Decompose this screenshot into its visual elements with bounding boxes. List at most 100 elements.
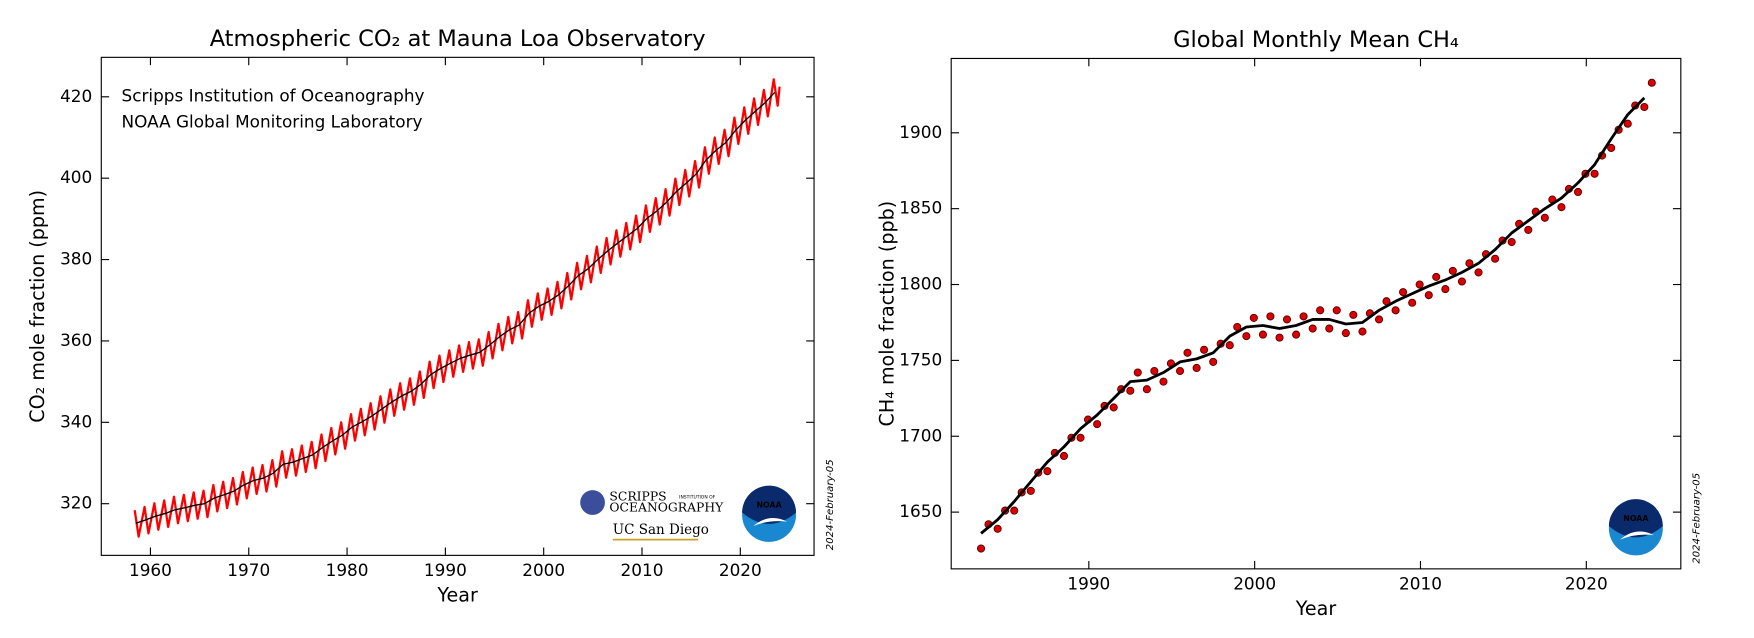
data-point <box>1299 312 1308 321</box>
data-point <box>1358 327 1367 336</box>
y-tick-label: 1900 <box>899 122 942 142</box>
data-point <box>1026 486 1035 495</box>
data-line <box>133 78 781 538</box>
data-point <box>1457 277 1466 286</box>
data-point <box>1043 467 1052 476</box>
data-point <box>1010 506 1019 515</box>
y-tick-label: 1800 <box>899 274 942 294</box>
data-point <box>1441 285 1450 294</box>
y-axis-label: CH₄ mole fraction (ppb) <box>876 201 899 427</box>
scripps-logo-text: SCRIPPS <box>609 489 666 503</box>
x-tick-label: 1990 <box>424 560 467 580</box>
data-point <box>1647 78 1656 87</box>
data-point <box>1474 268 1483 277</box>
data-point <box>1308 324 1317 333</box>
y-tick-label: 400 <box>60 167 92 187</box>
date-stamp: 2024-February-05 <box>1692 473 1703 564</box>
data-point <box>1540 213 1549 222</box>
data-point <box>1266 312 1275 321</box>
ucsd-logo-text: UC San Diego <box>613 522 709 538</box>
x-tick-label: 2020 <box>1565 574 1608 594</box>
data-point <box>1349 310 1358 319</box>
data-point <box>1491 254 1500 263</box>
x-tick-label: 2020 <box>719 560 762 580</box>
data-point <box>977 544 986 553</box>
x-axis-label: Year <box>436 583 478 606</box>
y-tick-label: 360 <box>60 330 92 350</box>
data-point <box>1415 280 1424 289</box>
data-point <box>993 524 1002 533</box>
data-point <box>1109 403 1118 412</box>
data-point <box>1076 433 1085 442</box>
data-point <box>1432 272 1441 281</box>
data-point <box>1249 313 1258 322</box>
data-point <box>1640 102 1649 112</box>
y-tick-label: 420 <box>60 86 92 106</box>
plot-area <box>977 78 1656 553</box>
noaa-logo <box>1608 499 1663 538</box>
data-point <box>1126 386 1135 395</box>
data-point <box>1557 203 1566 212</box>
data-point <box>1175 366 1185 376</box>
x-tick-label: 1970 <box>227 560 270 580</box>
data-point <box>1448 266 1457 275</box>
y-tick-label: 340 <box>60 411 92 431</box>
data-point <box>1424 291 1433 300</box>
data-point <box>1573 187 1583 197</box>
data-point <box>1524 225 1533 234</box>
data-point <box>1332 306 1341 315</box>
data-point <box>1209 357 1218 366</box>
y-tick-label: 380 <box>60 249 92 269</box>
noaa-logo-text: NOAA <box>756 500 782 509</box>
data-point <box>1399 288 1408 297</box>
data-point <box>1607 143 1616 153</box>
chart-title: Atmospheric CO₂ at Mauna Loa Observatory <box>210 26 706 52</box>
x-tick-label: 1980 <box>326 560 369 580</box>
y-tick-label: 320 <box>60 493 92 513</box>
annotation: Scripps Institution of Oceanography <box>122 86 425 106</box>
y-tick-label: 1850 <box>899 198 942 218</box>
data-point <box>1623 119 1632 128</box>
x-axis-label: Year <box>1295 597 1337 620</box>
data-point <box>1093 420 1102 429</box>
chart-panel: Atmospheric CO₂ at Mauna Loa Observatory… <box>26 26 836 606</box>
data-point <box>1292 330 1301 339</box>
data-point <box>1374 315 1384 324</box>
data-point <box>1341 329 1350 338</box>
data-point <box>1142 385 1151 394</box>
data-point <box>1200 345 1209 354</box>
data-point <box>1242 332 1251 341</box>
x-tick-label: 1990 <box>1067 574 1110 594</box>
data-point <box>1408 298 1417 307</box>
date-stamp: 2024-February-05 <box>825 459 836 550</box>
plot-frame <box>950 57 1682 570</box>
data-point <box>1325 324 1334 333</box>
data-point <box>1133 368 1142 377</box>
scripps-logo-text: INSTITUTION OF <box>679 494 716 500</box>
data-point <box>1225 341 1234 350</box>
x-tick-label: 2000 <box>522 560 565 580</box>
data-point <box>1275 333 1284 342</box>
noaa-logo <box>753 518 788 527</box>
data-point <box>1258 330 1267 339</box>
y-tick-label: 1650 <box>899 501 942 521</box>
noaa-logo <box>1620 531 1654 540</box>
x-tick-label: 2010 <box>1399 574 1442 594</box>
data-point <box>1590 169 1599 178</box>
scripps-logo-text: OCEANOGRAPHY <box>609 501 724 515</box>
data-point <box>1159 377 1168 386</box>
data-point <box>1282 315 1292 324</box>
noaa-logo <box>742 485 797 524</box>
data-point <box>1150 366 1159 376</box>
chart-title: Global Monthly Mean CH₄ <box>1173 27 1459 53</box>
data-line <box>980 96 1646 535</box>
y-tick-label: 1750 <box>899 349 942 369</box>
noaa-logo-text: NOAA <box>1623 514 1649 523</box>
x-tick-label: 1960 <box>129 560 172 580</box>
x-tick-label: 2000 <box>1233 574 1276 594</box>
x-tick-label: 2010 <box>621 560 664 580</box>
chart-panel: Global Monthly Mean CH₄ Year CH₄ mole frac… <box>876 27 1703 620</box>
y-tick-label: 1700 <box>899 425 942 445</box>
